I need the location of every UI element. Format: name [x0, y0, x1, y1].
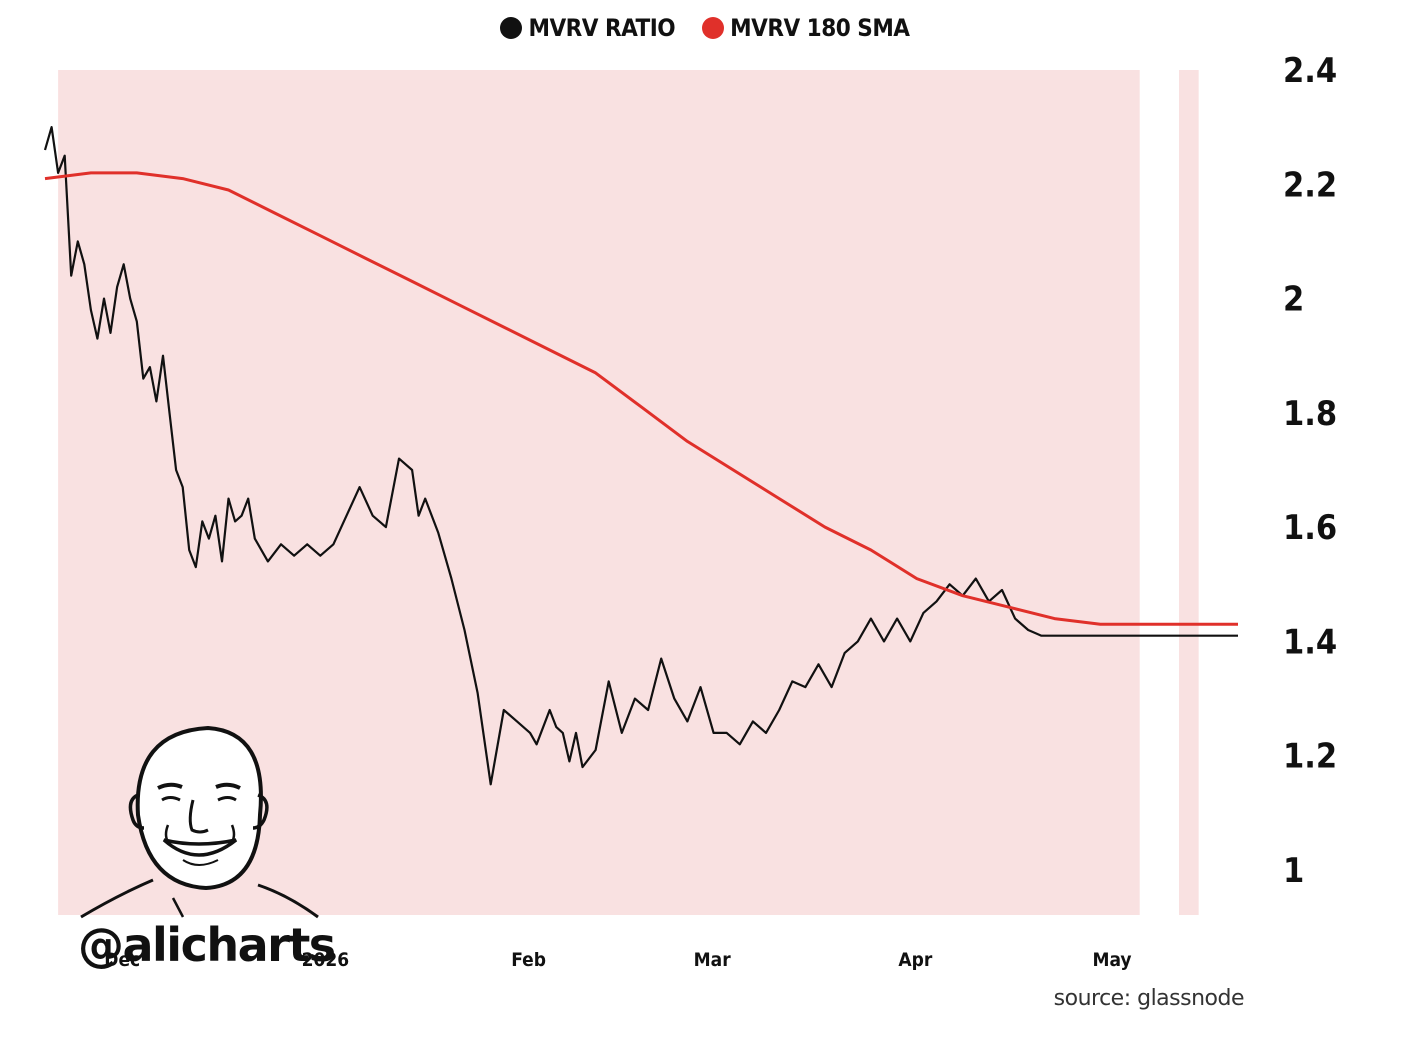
- y-tick-label-7: 1: [1283, 851, 1304, 891]
- x-tick-label-0: Dec: [104, 949, 140, 971]
- legend-dot-mvrv-ratio: [500, 17, 523, 39]
- avatar: [78, 720, 328, 920]
- legend-dot-mvrv-sma: [702, 17, 725, 39]
- series-line-mvrv-ratio: [43, 125, 1238, 786]
- legend-item-mvrv-ratio: MVRV RATIO: [500, 14, 676, 42]
- y-tick-label-6: 1.2: [1283, 737, 1337, 777]
- x-tick-label-2: Feb: [511, 949, 546, 971]
- source-note: source: glassnode: [1053, 986, 1245, 1011]
- author-handle: @alicharts: [78, 918, 336, 972]
- x-tick-label-4: Apr: [898, 949, 932, 971]
- avatar-illustration: [80, 725, 319, 919]
- y-tick-label-5: 1.4: [1283, 622, 1337, 662]
- series-line-mvrv-sma: [44, 171, 1238, 626]
- y-tick-label-4: 1.6: [1283, 508, 1337, 548]
- x-tick-label-5: May: [1092, 949, 1131, 971]
- y-tick-label-2: 2: [1283, 280, 1304, 320]
- y-tick-label-3: 1.8: [1283, 394, 1337, 434]
- shaded-band-1: [1179, 70, 1199, 915]
- y-tick-label-0: 2.4: [1283, 51, 1337, 91]
- x-tick-label-1: 2026: [302, 949, 350, 971]
- x-tick-label-3: Mar: [694, 949, 732, 971]
- legend-label-mvrv-sma: MVRV 180 SMA: [730, 14, 910, 42]
- legend-label-mvrv-ratio: MVRV RATIO: [528, 14, 676, 42]
- legend-item-mvrv-sma: MVRV 180 SMA: [702, 14, 910, 42]
- chart-legend: MVRV RATIO MVRV 180 SMA: [0, 14, 1410, 45]
- y-tick-label-1: 2.2: [1283, 165, 1337, 205]
